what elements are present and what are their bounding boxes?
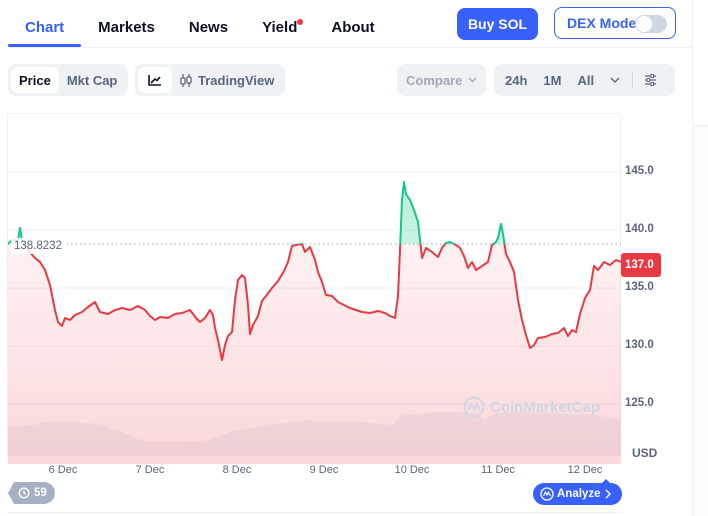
tab-news[interactable]: News — [172, 8, 245, 46]
range-24h-button[interactable]: 24h — [505, 72, 528, 88]
range-more-dropdown[interactable] — [602, 67, 628, 93]
baseline-price-label: 138.8232 — [11, 238, 65, 254]
history-icon — [18, 487, 30, 499]
x-tick: 11 Dec — [480, 464, 516, 476]
tab-markets[interactable]: Markets — [81, 8, 172, 46]
y-tick: 125.0 — [625, 397, 654, 409]
tab-about[interactable]: About — [314, 8, 391, 46]
watermark-text: CoinMarketCap — [490, 398, 601, 416]
compare-label: Compare — [406, 72, 463, 88]
y-tick: 130.0 — [625, 339, 654, 351]
tradingview-label: TradingView — [198, 72, 275, 88]
side-panel — [693, 125, 708, 516]
tab-yield[interactable]: Yield — [245, 8, 314, 46]
metric-price-button[interactable]: Price — [11, 67, 59, 93]
tab-label: Chart — [25, 18, 65, 36]
sliders-icon — [645, 74, 657, 86]
candlestick-icon — [180, 73, 192, 87]
y-tick: 145.0 — [625, 165, 654, 177]
chart-bottom-divider — [7, 512, 621, 513]
current-price-tag: 137.0 — [621, 253, 661, 277]
compare-dropdown[interactable]: Compare — [397, 64, 486, 96]
currency-label: USD — [632, 446, 658, 460]
price-line — [8, 181, 621, 361]
tab-label: Markets — [98, 18, 155, 36]
toggle-knob — [636, 16, 652, 32]
metric-mktcap-button[interactable]: Mkt Cap — [66, 72, 118, 88]
y-tick: 140.0 — [625, 223, 654, 235]
range-1m-button[interactable]: 1M — [543, 72, 562, 88]
coinmarketcap-watermark: CoinMarketCap — [463, 396, 600, 418]
range-selector: 24h 1M All — [494, 64, 675, 96]
chart-settings-button[interactable] — [638, 67, 663, 93]
toolbar-divider — [632, 72, 634, 88]
tab-chart[interactable]: Chart — [8, 8, 82, 47]
line-chart-button[interactable] — [138, 67, 172, 93]
notification-dot — [297, 19, 304, 25]
chevron-down-icon — [468, 77, 477, 83]
tradingview-button[interactable]: TradingView — [172, 67, 282, 93]
history-count: 59 — [34, 487, 47, 499]
tab-label: About — [331, 18, 375, 36]
x-tick: 7 Dec — [135, 464, 165, 476]
tab-label: Yield — [262, 18, 298, 36]
x-tick: 10 Dec — [394, 464, 430, 476]
line-chart-icon — [148, 75, 161, 86]
tab-label: News — [188, 18, 229, 36]
section-tabs: Chart Markets News Yield About — [8, 8, 392, 48]
ai-analyze-icon — [540, 487, 554, 501]
dex-mode-toggle[interactable]: DEX Mode — [554, 7, 676, 39]
x-tick: 8 Dec — [222, 464, 252, 476]
range-all-button[interactable]: All — [577, 72, 595, 88]
chart-style-selector: TradingView — [135, 64, 286, 96]
chevron-right-icon — [605, 489, 612, 499]
chevron-down-icon — [610, 77, 620, 83]
tabs-divider — [8, 47, 692, 48]
dex-mode-label: DEX Mode — [567, 15, 637, 31]
x-tick: 6 Dec — [48, 464, 78, 476]
analyze-label: Analyze — [557, 488, 601, 500]
x-tick: 12 Dec — [567, 464, 603, 476]
x-tick: 9 Dec — [309, 464, 339, 476]
coinmarketcap-logo-icon — [463, 396, 485, 418]
buy-sol-button[interactable]: Buy SOL — [457, 8, 538, 40]
panel-divider — [692, 0, 693, 516]
price-area-fill — [8, 182, 621, 464]
analyze-button[interactable]: Analyze — [533, 479, 623, 505]
history-button[interactable]: 59 — [8, 482, 55, 504]
toggle-switch[interactable] — [635, 15, 667, 33]
metric-selector: Price Mkt Cap — [8, 64, 129, 96]
y-tick: 135.0 — [625, 281, 654, 293]
